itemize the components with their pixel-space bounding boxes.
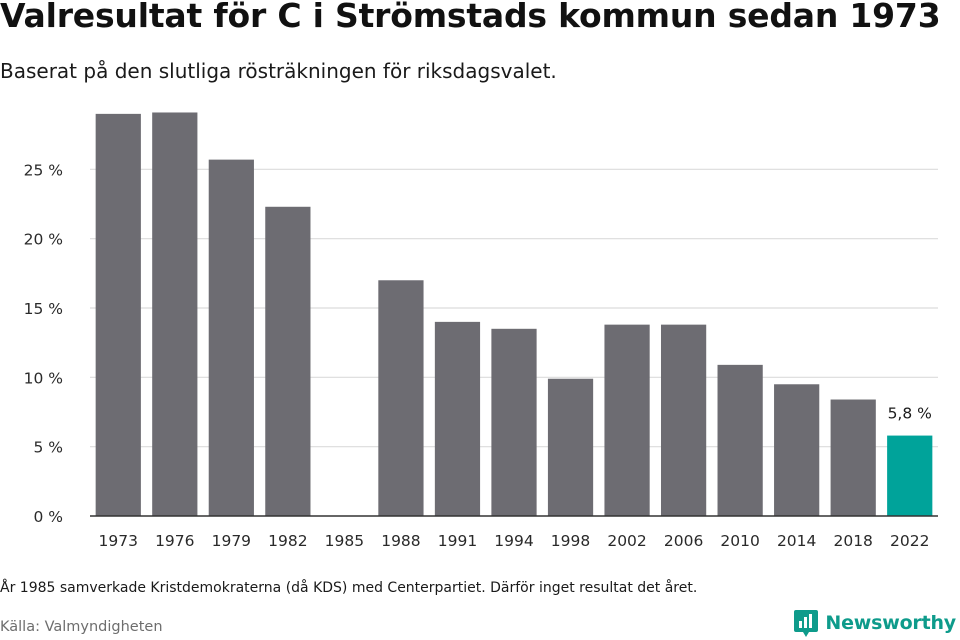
bar [660, 324, 707, 516]
newsworthy-logo-icon [794, 610, 819, 637]
x-tick-label: 2002 [607, 532, 646, 550]
y-tick-label: 15 % [24, 300, 63, 318]
x-tick-label: 1991 [438, 532, 477, 550]
x-tick-label: 1998 [551, 532, 590, 550]
x-tick-label: 2018 [833, 532, 872, 550]
bar [95, 113, 141, 516]
x-tick-label: 2006 [664, 532, 703, 550]
chart-subtitle: Baserat på den slutliga rösträkningen fö… [0, 59, 557, 83]
bar [434, 321, 481, 516]
y-tick-label: 25 % [24, 161, 63, 179]
brand-logo[interactable]: Newsworthy [793, 608, 956, 638]
y-tick-label: 0 % [33, 508, 63, 526]
bar [887, 435, 933, 516]
bar [378, 280, 424, 516]
bar [830, 399, 876, 516]
bar [265, 206, 311, 517]
bar [152, 112, 198, 516]
bar [717, 364, 763, 516]
x-tick-label: 2010 [720, 532, 759, 550]
x-tick-label: 1985 [325, 532, 364, 550]
bar [604, 324, 650, 516]
bar [774, 384, 820, 516]
x-tick-label: 2022 [890, 532, 929, 550]
brand-name: Newsworthy [825, 612, 956, 634]
y-tick-label: 20 % [24, 231, 63, 249]
bar-chart: 0 % 5 % 10 % 15 % 20 % 25 % 1973 1976 1979 1982 19… [24, 112, 938, 550]
data-label: 5,8 % [888, 405, 932, 423]
x-tick-label: 1988 [381, 532, 420, 550]
chart-title: Valresultat för C i Strömstads kommun se… [0, 0, 941, 35]
x-tick-label: 1976 [155, 532, 194, 550]
bar [208, 159, 254, 517]
x-tick-label: 1994 [494, 532, 533, 550]
x-tick-label: 2014 [777, 532, 816, 550]
x-tick-label: 1982 [268, 532, 307, 550]
bar [547, 378, 594, 516]
source-credit: Källa: Valmyndigheten [0, 619, 163, 635]
y-tick-label: 10 % [24, 369, 63, 387]
chart-footnote: År 1985 samverkade Kristdemokraterna (då… [0, 580, 698, 596]
y-tick-label: 5 % [33, 439, 63, 457]
x-tick-label: 1979 [212, 532, 251, 550]
x-tick-label: 1973 [99, 532, 138, 550]
bar [491, 328, 537, 516]
